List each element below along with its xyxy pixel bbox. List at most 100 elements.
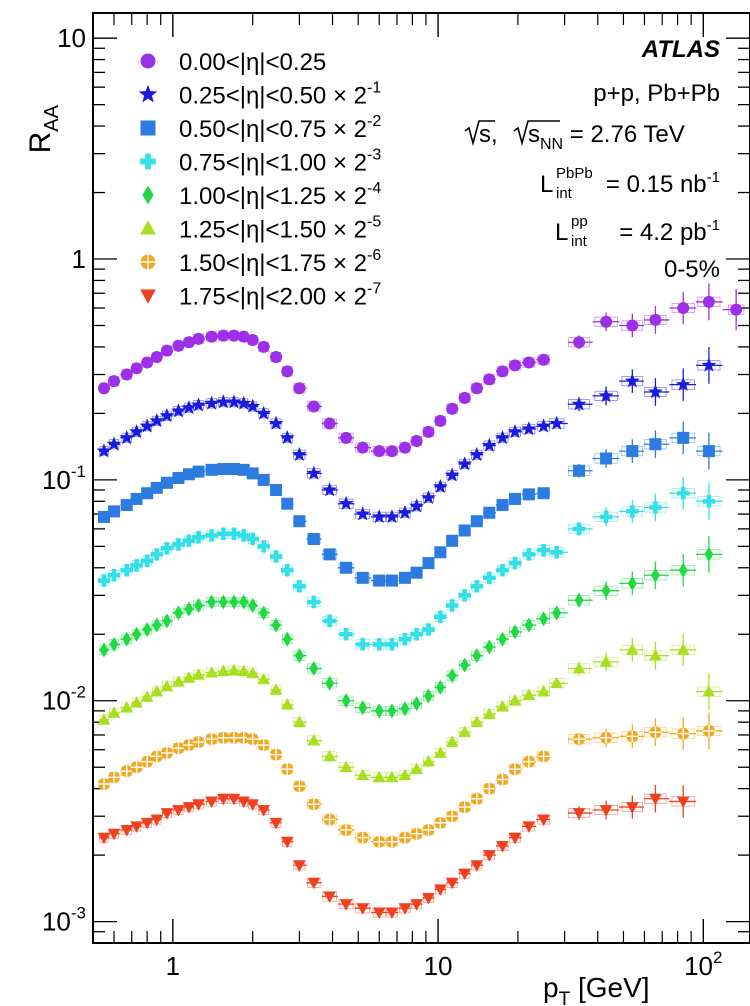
- data-point: [130, 821, 143, 833]
- data-point: [601, 583, 611, 599]
- lumi-pbpb-sup: PbPb: [556, 165, 593, 182]
- data-point: [573, 336, 586, 349]
- data-point: [508, 832, 522, 845]
- legend-item-4: 1.00<|η|<1.25 × 2-4: [142, 180, 381, 210]
- data-point: [482, 707, 496, 719]
- legend-item-3: 0.75<|η|<1.00 × 2-3: [140, 147, 381, 177]
- data-point: [205, 666, 218, 678]
- data-point: [522, 821, 536, 833]
- data-point: [227, 793, 241, 806]
- data-point: [539, 611, 549, 627]
- data-point: [482, 571, 496, 585]
- lumi-pp-symbol: L: [555, 219, 568, 246]
- data-point: [385, 445, 398, 458]
- data-point: [422, 755, 435, 767]
- data-point: [97, 713, 111, 725]
- data-point: [246, 733, 259, 746]
- data-point: [483, 373, 496, 386]
- data-point: [257, 340, 270, 353]
- data-point: [323, 417, 336, 430]
- data-point: [537, 543, 550, 557]
- tick-labels: 1 10 102 10 1 10-1 10-2 10-3: [42, 23, 723, 981]
- data-point: [470, 382, 483, 395]
- data-point: [182, 336, 195, 349]
- data-point: [507, 424, 523, 439]
- data-point: [649, 501, 662, 514]
- data-point: [446, 810, 459, 823]
- svg-text:s,: s,: [479, 121, 498, 148]
- data-point: [293, 780, 306, 793]
- x-tick-label: 102: [684, 948, 722, 981]
- data-point: [293, 382, 306, 395]
- data-point: [130, 559, 143, 572]
- data-point: [458, 725, 471, 738]
- data-point: [676, 643, 690, 655]
- data-point: [340, 561, 353, 574]
- data-point: [496, 773, 509, 786]
- data-point: [470, 515, 483, 528]
- x-axis-label: pT [GeV]: [543, 972, 650, 1006]
- data-point: [355, 506, 371, 521]
- annotation-block: ATLAS p+p, Pb+Pb s, sNN = 2.76 TeV = 0.1…: [464, 36, 720, 283]
- data-point: [445, 735, 459, 747]
- data-point: [412, 696, 422, 712]
- data-point: [458, 801, 471, 814]
- data-point: [150, 548, 164, 561]
- data-point: [99, 642, 109, 658]
- data-point: [172, 339, 185, 352]
- data-point: [182, 739, 195, 752]
- legend-marker: [140, 289, 156, 304]
- data-point: [323, 891, 336, 904]
- legend-label: 0.25<|η|<0.50 × 2-1: [179, 80, 381, 110]
- data-point: [120, 563, 134, 577]
- data-point: [141, 755, 154, 768]
- data-point: [372, 770, 386, 783]
- data-point: [573, 733, 586, 746]
- data-point: [218, 594, 228, 610]
- data-point: [192, 736, 205, 749]
- y-tick-label: 1: [72, 244, 86, 274]
- data-point: [239, 594, 249, 610]
- data-point: [600, 315, 613, 328]
- data-point: [572, 808, 586, 820]
- data-point: [472, 648, 482, 664]
- data-point: [460, 657, 470, 673]
- data-point: [172, 471, 185, 484]
- data-point: [217, 463, 230, 476]
- data-point: [410, 827, 423, 840]
- data-point: [270, 483, 283, 496]
- legend-marker: [140, 220, 156, 235]
- data-point: [281, 763, 294, 776]
- data-point: [215, 394, 231, 409]
- data-point: [226, 394, 242, 409]
- data-point: [227, 663, 241, 676]
- data-point: [410, 899, 423, 911]
- data-point: [496, 498, 509, 511]
- data-point: [339, 760, 353, 773]
- data-point: [537, 353, 550, 366]
- data-point: [498, 631, 508, 647]
- data-point: [246, 333, 259, 346]
- data-point: [227, 329, 240, 342]
- data-point: [508, 492, 521, 505]
- lumi-pbpb-symbol: L: [540, 171, 553, 198]
- data-point: [356, 571, 369, 584]
- series-6: [97, 712, 723, 848]
- data-point: [291, 446, 307, 462]
- data-point: [572, 661, 586, 674]
- data-point: [172, 538, 185, 551]
- data-point: [245, 398, 261, 413]
- data-point: [217, 527, 230, 541]
- data-point: [626, 445, 639, 458]
- data-point: [162, 613, 172, 629]
- data-point: [294, 648, 304, 664]
- series-2: [97, 421, 723, 587]
- data-point: [281, 497, 294, 510]
- data-point: [422, 623, 435, 636]
- energy-label: s, sNN = 2.76 TeV: [464, 120, 685, 153]
- data-point: [434, 746, 447, 758]
- data-point: [217, 664, 230, 677]
- data-point: [293, 579, 306, 593]
- data-point: [458, 589, 471, 602]
- data-point: [256, 405, 272, 420]
